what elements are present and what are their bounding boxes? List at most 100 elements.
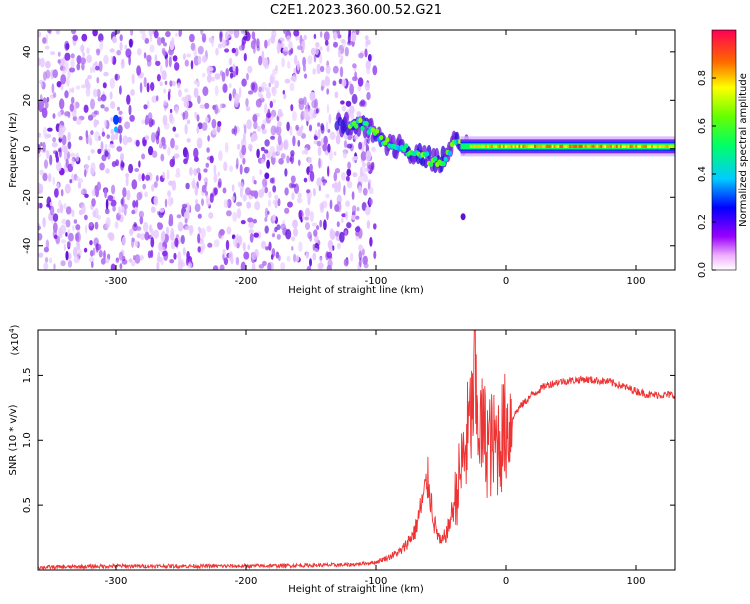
noise-blob [146, 82, 150, 93]
band-core [565, 144, 568, 148]
noise-blob [218, 178, 222, 188]
band-core [629, 144, 633, 148]
noise-blob [167, 196, 173, 207]
noise-blob [111, 184, 116, 195]
noise-blob [196, 114, 200, 122]
noise-blob [197, 226, 201, 232]
noise-blob [258, 189, 264, 198]
noise-blob [236, 208, 242, 219]
noise-blob [163, 99, 167, 106]
band-core [569, 144, 572, 148]
noise-blob [125, 173, 130, 178]
noise-blob [316, 177, 322, 187]
noise-blob [64, 111, 71, 117]
noise-blob [350, 111, 355, 120]
band-core [672, 144, 675, 148]
noise-blob [73, 255, 80, 264]
noise-blob [98, 135, 101, 141]
noise-blob [44, 159, 48, 169]
band-core [643, 144, 646, 148]
noise-blob [197, 213, 202, 219]
noise-blob [200, 30, 204, 36]
noise-blob [56, 208, 61, 214]
noise-blob [286, 155, 290, 164]
band-core [483, 144, 486, 148]
band-core [539, 144, 543, 148]
noise-blob [97, 97, 102, 102]
snr-multiplier-suffix: ) [10, 324, 21, 328]
noise-blob [222, 83, 228, 93]
noise-blob [68, 88, 72, 94]
noise-blob [252, 218, 257, 224]
noise-blob [323, 219, 327, 231]
noise-blob [360, 151, 367, 161]
noise-blob [146, 59, 152, 67]
noise-blob [269, 100, 273, 108]
noise-blob [80, 189, 84, 196]
noise-blob [213, 239, 220, 248]
noise-blob [360, 99, 366, 106]
noise-blob [201, 33, 207, 43]
noise-blob [268, 241, 272, 251]
noise-blob [242, 194, 247, 202]
noise-blob [206, 198, 211, 207]
noise-blob [143, 104, 148, 110]
noise-blob [321, 200, 328, 209]
noise-blob [365, 150, 372, 161]
noise-blob [355, 215, 360, 220]
noise-blob [164, 198, 168, 208]
noise-blob [250, 82, 255, 91]
noise-blob [365, 205, 371, 216]
noise-blob [213, 187, 218, 196]
band-core [619, 144, 623, 148]
band-core [666, 144, 670, 148]
noise-blob [336, 201, 342, 213]
noise-blob [286, 121, 290, 132]
noise-blob [84, 224, 88, 234]
noise-blob [247, 217, 254, 223]
noise-blob [155, 95, 159, 102]
noise-blob [226, 226, 232, 235]
noise-blob [47, 127, 53, 132]
band-core [635, 144, 638, 148]
noise-blob [55, 151, 59, 159]
noise-blob [110, 117, 114, 122]
noise-blob [189, 167, 193, 176]
noise-blob [264, 225, 269, 234]
noise-blob [66, 241, 71, 248]
band-core [576, 144, 580, 148]
noise-blob [42, 71, 47, 81]
noise-blob [100, 94, 107, 102]
band-core [477, 144, 480, 148]
band-core [567, 144, 570, 148]
colorbar-label: Normalized spectral amplitude [738, 73, 749, 227]
signal-blob [385, 137, 390, 143]
noise-blob [65, 219, 71, 228]
band-core [656, 144, 660, 148]
noise-blob [119, 152, 125, 161]
noise-blob [124, 121, 131, 130]
noise-blob [236, 201, 243, 207]
band-core [561, 144, 564, 148]
noise-blob [104, 106, 109, 112]
band-core [504, 144, 508, 148]
noise-blob [84, 169, 87, 178]
noise-region [38, 30, 378, 270]
noise-blob [141, 32, 147, 41]
noise-blob [126, 94, 131, 105]
noise-blob [141, 153, 146, 160]
noise-blob [325, 193, 330, 199]
band-core [647, 144, 650, 148]
band-core [545, 144, 549, 148]
band-core [600, 144, 603, 148]
noise-blob [347, 161, 351, 170]
signal-blob [404, 143, 409, 149]
noise-blob [333, 171, 338, 182]
noise-blob [160, 64, 163, 75]
noise-blob [323, 31, 330, 41]
noise-blob [256, 148, 260, 159]
noise-blob [143, 52, 147, 59]
noise-blob [351, 32, 357, 43]
noise-blob [208, 212, 214, 219]
noise-blob [341, 78, 347, 87]
